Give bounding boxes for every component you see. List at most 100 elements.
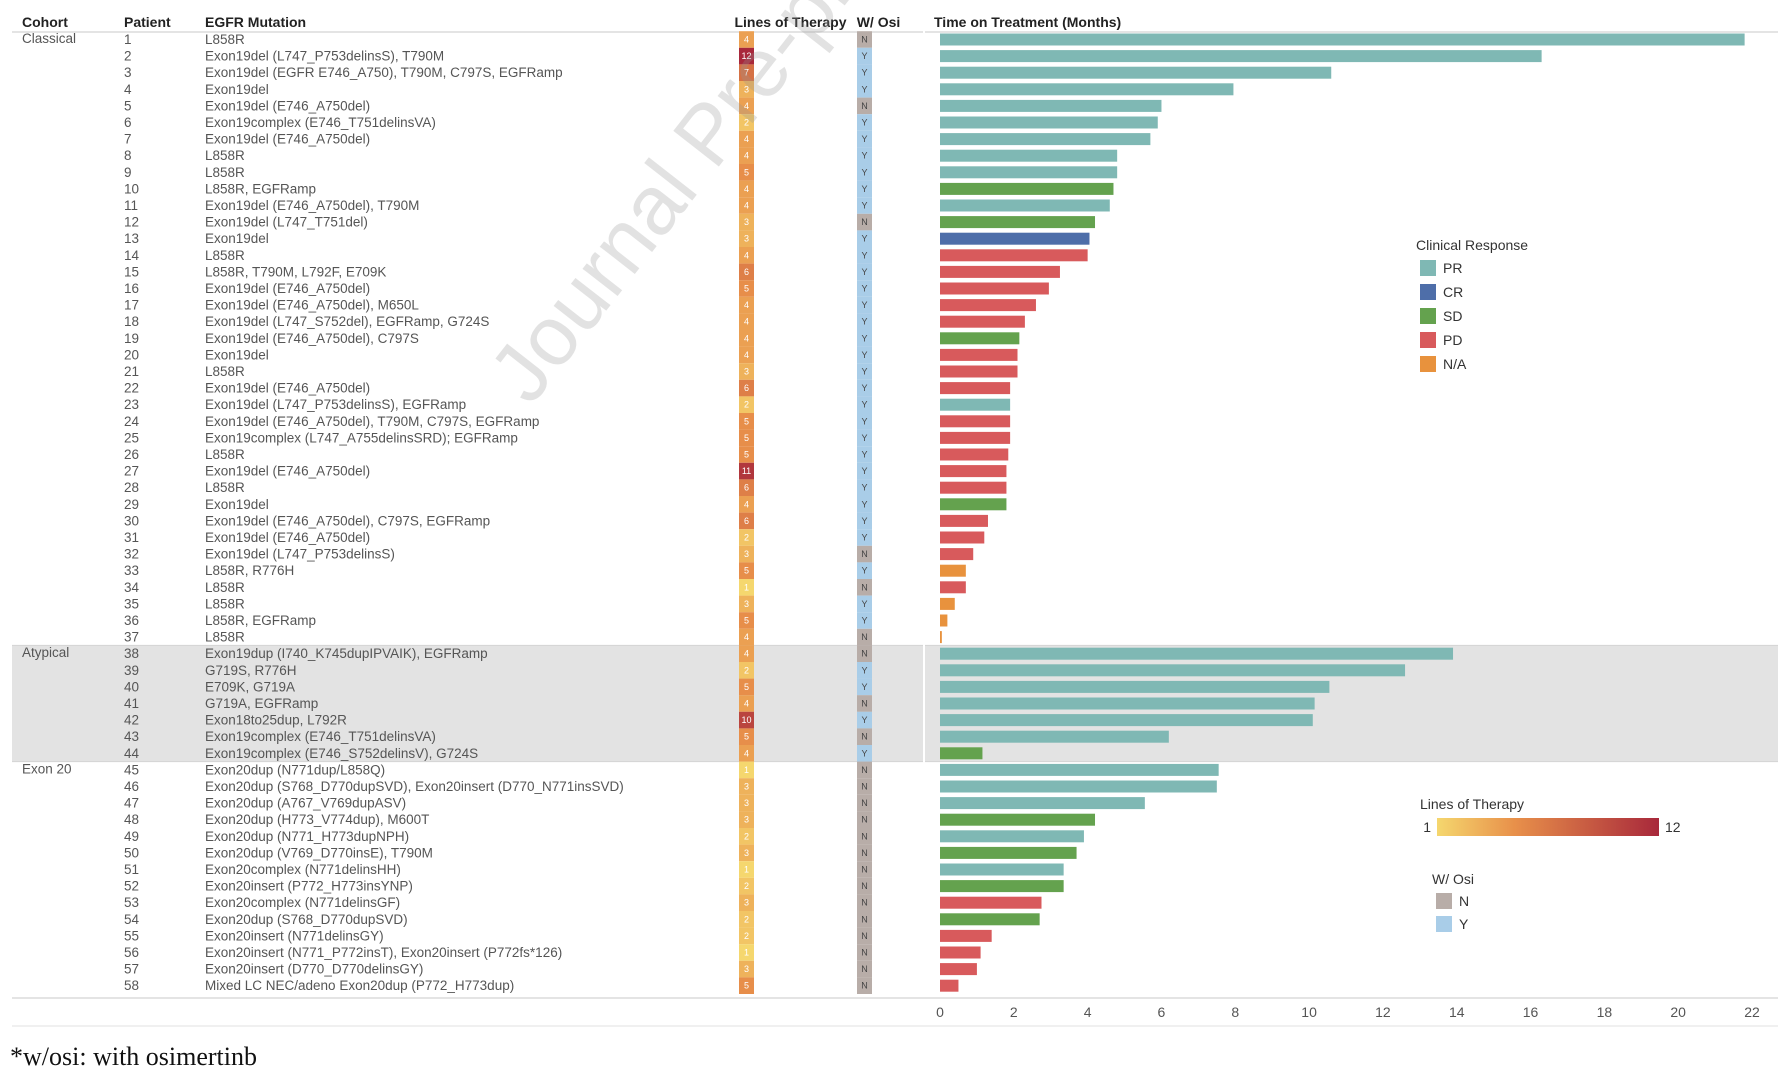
legend-osi-label: N <box>1459 893 1469 909</box>
time-bar <box>940 531 985 544</box>
osi-value: Y <box>861 499 867 509</box>
lines-of-therapy-value: 2 <box>744 533 749 543</box>
mutation-label: L858R <box>205 580 245 595</box>
header-mutation: EGFR Mutation <box>205 14 306 30</box>
lines-of-therapy-value: 5 <box>744 616 749 626</box>
osi-cell <box>857 728 872 745</box>
lines-of-therapy-cell <box>739 130 754 148</box>
patient-id: 45 <box>124 762 139 777</box>
patient-id: 22 <box>124 381 139 396</box>
mutation-label: Exon19del (E746_A750del) <box>205 530 370 545</box>
lines-of-therapy-value: 4 <box>744 350 749 360</box>
lines-of-therapy-cell <box>739 296 754 314</box>
osi-cell <box>857 711 872 729</box>
cohort-label: Classical <box>22 31 76 46</box>
lines-of-therapy-value: 4 <box>744 632 749 642</box>
time-bar <box>940 249 1088 262</box>
lines-of-therapy-cell <box>739 960 754 978</box>
time-bar <box>940 896 1042 909</box>
time-bar <box>940 265 1060 278</box>
patient-id: 46 <box>124 779 139 794</box>
header-cohort: Cohort <box>22 14 68 30</box>
lines-of-therapy-cell <box>739 346 754 364</box>
lines-of-therapy-cell <box>739 247 754 264</box>
lines-of-therapy-cell <box>739 81 754 98</box>
lines-of-therapy-value: 5 <box>744 682 749 692</box>
osi-value: N <box>861 632 868 642</box>
x-tick-label: 6 <box>1158 1004 1166 1020</box>
osi-cell <box>857 81 872 98</box>
mutation-label: Exon18to25dup, L792R <box>205 713 347 728</box>
header-time-on-treatment: Time on Treatment (Months) <box>934 14 1121 30</box>
patient-id: 20 <box>124 347 139 362</box>
legend-lines-title: Lines of Therapy <box>1420 796 1524 812</box>
lines-of-therapy-value: 3 <box>744 964 749 974</box>
lines-of-therapy-cell <box>739 230 754 247</box>
lines-of-therapy-value: 1 <box>744 948 749 958</box>
lines-of-therapy-value: 2 <box>744 831 749 841</box>
osi-cell <box>857 977 872 994</box>
time-bar <box>940 149 1118 162</box>
lines-of-therapy-value: 4 <box>744 134 749 144</box>
osi-value: Y <box>861 317 867 327</box>
lines-of-therapy-cell <box>739 728 754 745</box>
osi-value: N <box>861 549 868 559</box>
lines-of-therapy-cell <box>739 811 754 828</box>
osi-value: N <box>861 931 868 941</box>
lines-of-therapy-value: 4 <box>744 101 749 111</box>
patient-id: 31 <box>124 530 139 545</box>
legend-lines-max: 12 <box>1665 819 1681 835</box>
lines-of-therapy-cell <box>739 662 754 679</box>
osi-cell <box>857 164 872 181</box>
time-bar <box>940 946 981 959</box>
osi-value: Y <box>861 134 867 144</box>
patient-id: 41 <box>124 696 139 711</box>
lines-of-therapy-value: 2 <box>744 914 749 924</box>
patient-id: 11 <box>124 198 138 213</box>
osi-value: Y <box>861 68 867 78</box>
patient-id: 42 <box>124 713 139 728</box>
lines-of-therapy-value: 12 <box>741 51 751 61</box>
osi-value: Y <box>861 350 867 360</box>
osi-cell <box>857 114 872 131</box>
osi-cell <box>857 678 872 696</box>
lines-of-therapy-cell <box>739 280 754 297</box>
osi-cell <box>857 628 872 646</box>
x-tick-label: 0 <box>936 1004 944 1020</box>
mutation-label: Exon19complex (E746_T751delinsVA) <box>205 729 436 744</box>
legend-osi-title: W/ Osi <box>1432 871 1474 887</box>
x-tick-label: 8 <box>1231 1004 1239 1020</box>
osi-value: Y <box>861 333 867 343</box>
osi-cell <box>857 745 872 762</box>
lines-of-therapy-cell <box>739 213 754 231</box>
mutation-label: Exon19del <box>205 347 269 362</box>
legend-response-swatch <box>1420 308 1436 324</box>
legend-osi-label: Y <box>1459 916 1469 932</box>
patient-id: 27 <box>124 464 139 479</box>
patient-id: 7 <box>124 132 132 147</box>
osi-value: N <box>861 582 868 592</box>
patient-id: 47 <box>124 796 139 811</box>
mutation-label: Exon20insert (N771_P772insT), Exon20inse… <box>205 945 562 960</box>
osi-cell <box>857 97 872 115</box>
lines-of-therapy-cell <box>739 844 754 862</box>
mutation-label: Exon20dup (H773_V774dup), M600T <box>205 812 429 827</box>
lines-of-therapy-value: 2 <box>744 118 749 128</box>
osi-value: N <box>861 699 868 709</box>
osi-value: Y <box>861 450 867 460</box>
lines-of-therapy-cell <box>739 579 754 596</box>
osi-cell <box>857 479 872 496</box>
mutation-label: Exon19del (L747_P753delinsS), T790M <box>205 49 444 64</box>
time-bar <box>940 398 1011 411</box>
time-bar <box>940 448 1009 461</box>
osi-cell <box>857 330 872 347</box>
lines-of-therapy-cell <box>739 363 754 380</box>
time-bar <box>940 348 1018 361</box>
mutation-label: L858R, EGFRamp <box>205 181 316 196</box>
lines-of-therapy-cell <box>739 678 754 696</box>
lines-of-therapy-value: 4 <box>744 748 749 758</box>
lines-of-therapy-cell <box>739 778 754 795</box>
osi-value: Y <box>861 250 867 260</box>
lines-of-therapy-cell <box>739 944 754 961</box>
patient-id: 36 <box>124 613 139 628</box>
